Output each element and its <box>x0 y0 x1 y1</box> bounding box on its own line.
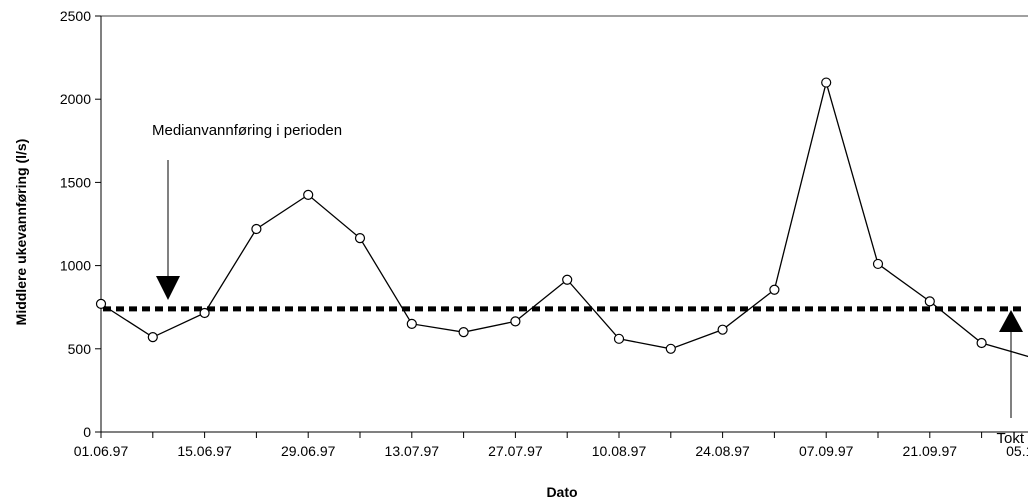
data-point <box>665 343 676 354</box>
x-tick-label: 10.08.97 <box>592 443 647 459</box>
data-point <box>872 258 884 270</box>
data-point <box>406 318 417 329</box>
x-tick-label: 24.08.97 <box>695 443 750 459</box>
median-annotation-arrowhead <box>156 276 180 300</box>
data-points <box>95 77 987 354</box>
y-tick-label: 0 <box>83 424 91 440</box>
data-point <box>510 316 521 327</box>
tokt-annotation-label: Tokt <box>996 430 1024 447</box>
x-tick-label: 07.09.97 <box>799 443 854 459</box>
data-point <box>976 337 987 349</box>
x-tick-label: 05.10.97 <box>1006 443 1028 459</box>
data-point <box>147 332 158 343</box>
y-axis-ticks: 0 500 1000 1500 2000 2500 <box>60 8 101 440</box>
x-axis-title: Dato <box>546 484 577 500</box>
series-line <box>100 80 1028 358</box>
x-axis-ticks: 01.06.97 15.06.97 29.06.97 13.07.97 27.07.97… <box>74 432 1028 459</box>
data-point <box>821 77 832 88</box>
data-point <box>613 333 625 344</box>
data-point <box>251 223 262 235</box>
x-tick-label: 29.06.97 <box>281 443 336 459</box>
x-tick-label: 27.07.97 <box>488 443 543 459</box>
x-tick-label: 13.07.97 <box>385 443 440 459</box>
x-tick-label: 01.06.97 <box>74 443 129 459</box>
y-axis-title: Middlere ukevannføring (l/s) <box>13 139 29 326</box>
data-point <box>924 296 935 307</box>
y-tick-label: 2500 <box>60 8 91 24</box>
median-annotation-label: Medianvannføring i perioden <box>152 122 342 139</box>
y-tick-label: 500 <box>68 341 92 357</box>
data-point <box>458 327 469 338</box>
x-tick-label: 15.06.97 <box>177 443 232 459</box>
data-point <box>717 324 728 335</box>
y-tick-label: 1000 <box>60 258 91 274</box>
axes <box>100 15 1028 433</box>
x-tick-label: 21.09.97 <box>903 443 958 459</box>
data-point <box>769 284 780 295</box>
data-point <box>562 274 573 285</box>
y-tick-label: 2000 <box>60 91 91 107</box>
data-point <box>199 307 210 319</box>
data-point <box>95 298 107 309</box>
data-point <box>354 233 366 244</box>
y-tick-label: 1500 <box>60 174 91 190</box>
data-point <box>303 189 314 200</box>
tokt-annotation-arrowhead <box>999 310 1023 332</box>
